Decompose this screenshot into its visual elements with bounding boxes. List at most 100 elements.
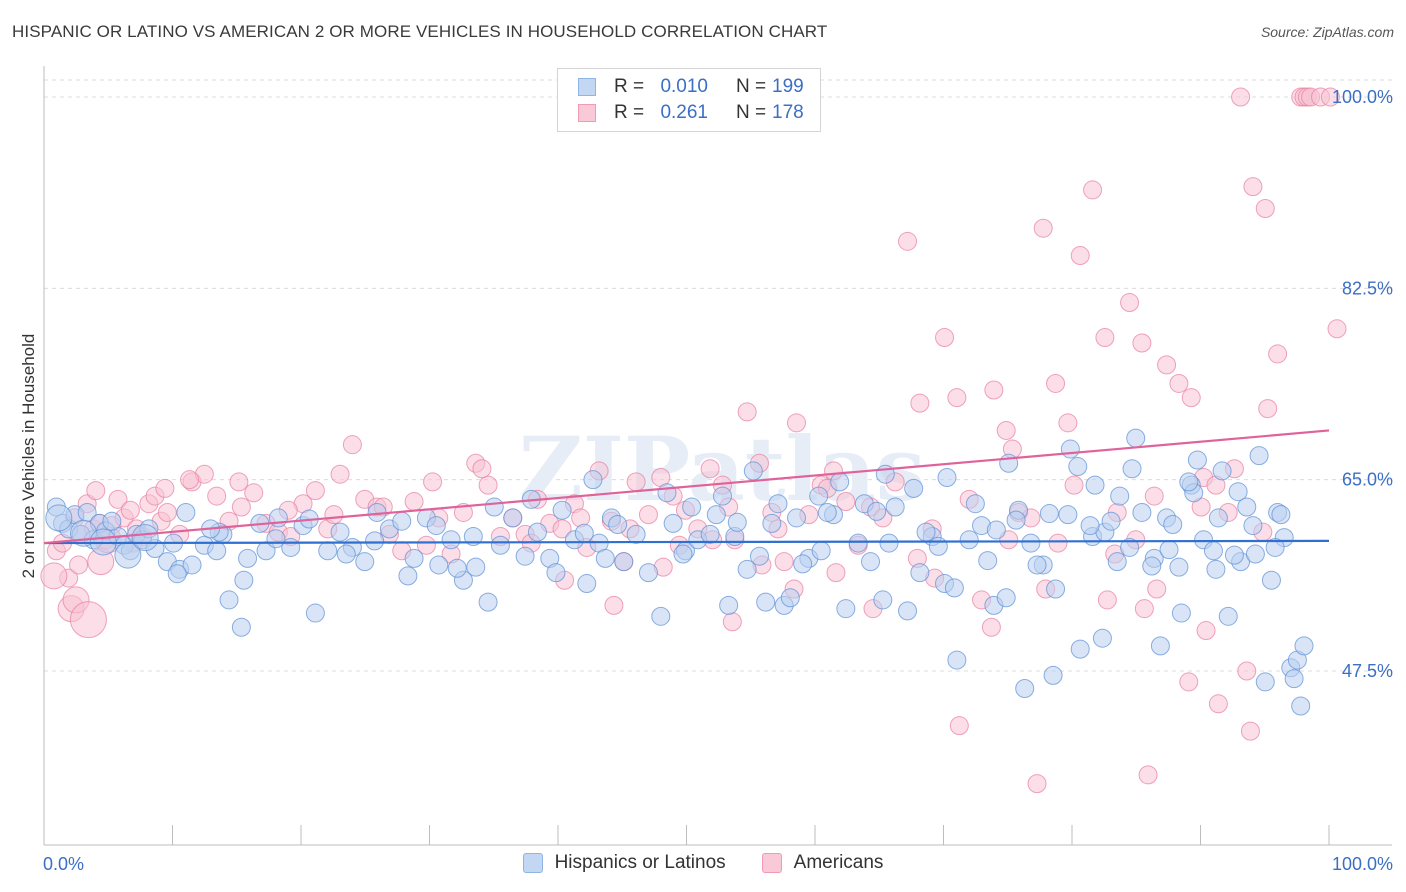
point-hispanic bbox=[700, 524, 720, 544]
point-hispanic bbox=[663, 513, 683, 533]
point-hispanic bbox=[1187, 450, 1207, 470]
point-hispanic bbox=[1159, 540, 1179, 560]
legend-r-value: 0.010 bbox=[660, 76, 708, 97]
source-label: Source: ZipAtlas.com bbox=[1260, 24, 1394, 40]
point-american bbox=[1179, 672, 1199, 692]
legend-row-hispanics: R = 0.010 N = 199 bbox=[578, 74, 804, 100]
point-american bbox=[626, 472, 646, 492]
point-hispanic bbox=[780, 588, 800, 608]
point-american bbox=[69, 555, 89, 575]
point-hispanic bbox=[682, 497, 702, 517]
point-hispanic bbox=[1261, 570, 1281, 590]
point-american bbox=[935, 328, 955, 348]
legend: R = 0.010 N = 199 R = 0.261 N = 178 bbox=[557, 68, 821, 132]
point-american bbox=[1327, 319, 1347, 339]
point-hispanic bbox=[657, 483, 677, 503]
point-hispanic bbox=[959, 530, 979, 550]
point-hispanic bbox=[219, 590, 239, 610]
y-axis-label: 2 or more Vehicles in Household bbox=[19, 334, 38, 579]
point-american bbox=[898, 231, 918, 251]
legend-swatch-hispanics bbox=[578, 78, 596, 96]
point-hispanic bbox=[574, 523, 594, 543]
point-hispanic bbox=[978, 551, 998, 571]
point-hispanic bbox=[626, 524, 646, 544]
point-hispanic bbox=[1255, 672, 1275, 692]
point-american bbox=[1033, 218, 1053, 238]
point-american bbox=[1147, 579, 1167, 599]
point-hispanic bbox=[1046, 579, 1066, 599]
point-american bbox=[1231, 87, 1251, 107]
point-hispanic bbox=[1058, 505, 1078, 525]
point-american bbox=[157, 502, 177, 522]
y-tick-label: 82.5% bbox=[1342, 278, 1393, 298]
bottom-legend-label-hispanics: Hispanics or Latinos bbox=[554, 852, 726, 873]
point-hispanic bbox=[1120, 537, 1140, 557]
point-american bbox=[180, 470, 200, 490]
point-hispanic bbox=[916, 522, 936, 542]
point-hispanic bbox=[910, 563, 930, 583]
point-hispanic bbox=[441, 530, 461, 550]
bottom-legend-item-americans[interactable]: Americans bbox=[761, 852, 883, 874]
point-american bbox=[700, 459, 720, 479]
point-hispanic bbox=[638, 563, 658, 583]
point-american bbox=[1138, 765, 1158, 785]
point-american bbox=[996, 420, 1016, 440]
point-american bbox=[836, 492, 856, 512]
point-american bbox=[120, 500, 140, 520]
point-hispanic bbox=[355, 552, 375, 572]
point-american bbox=[1120, 293, 1140, 313]
trend-line-americans bbox=[43, 429, 1330, 545]
point-hispanic bbox=[873, 590, 893, 610]
point-american bbox=[1208, 694, 1228, 714]
point-hispanic bbox=[404, 548, 424, 568]
point-american bbox=[1046, 373, 1066, 393]
point-american bbox=[1320, 87, 1340, 107]
point-american bbox=[1181, 388, 1201, 408]
point-hispanic bbox=[1169, 557, 1189, 577]
bottom-legend: Hispanics or Latinos Americans bbox=[0, 852, 1406, 874]
point-hispanic bbox=[1271, 505, 1291, 525]
y-tick-label: 100.0% bbox=[1332, 87, 1393, 107]
y-tick-label: 65.0% bbox=[1342, 470, 1393, 490]
point-hispanic bbox=[478, 592, 498, 612]
point-hispanic bbox=[885, 497, 905, 517]
legend-r-label: R = bbox=[614, 102, 645, 123]
point-hispanic bbox=[527, 522, 547, 542]
point-hispanic bbox=[1060, 439, 1080, 459]
point-hispanic-large bbox=[45, 504, 73, 532]
point-hispanic bbox=[756, 592, 776, 612]
point-american bbox=[453, 502, 473, 522]
point-hispanic bbox=[879, 533, 899, 553]
legend-r-value: 0.261 bbox=[660, 102, 708, 123]
point-hispanic bbox=[1284, 669, 1304, 689]
x-tick-label-max: 100.0% bbox=[1332, 854, 1393, 874]
point-hispanic bbox=[429, 555, 449, 575]
bottom-legend-swatch-americans bbox=[761, 853, 782, 873]
point-hispanic bbox=[167, 564, 187, 584]
point-american bbox=[981, 617, 1001, 637]
point-american bbox=[638, 505, 658, 525]
point-hispanic bbox=[1092, 628, 1112, 648]
point-american bbox=[155, 478, 175, 498]
point-hispanic bbox=[786, 508, 806, 528]
point-hispanic bbox=[1015, 678, 1035, 698]
y-tick-label: 47.5% bbox=[1342, 661, 1393, 681]
point-american bbox=[244, 483, 264, 503]
point-hispanic bbox=[1179, 472, 1199, 492]
bottom-legend-item-hispanics[interactable]: Hispanics or Latinos bbox=[522, 852, 726, 874]
bottom-legend-swatch-hispanics bbox=[522, 853, 543, 873]
point-american bbox=[207, 486, 227, 506]
point-hispanic bbox=[546, 563, 566, 583]
point-american bbox=[1268, 344, 1288, 364]
point-hispanic bbox=[426, 516, 446, 536]
point-american bbox=[1064, 475, 1084, 495]
point-hispanic bbox=[484, 497, 504, 517]
point-american bbox=[1196, 621, 1216, 641]
point-american bbox=[324, 505, 344, 525]
point-hispanic bbox=[515, 546, 535, 566]
point-hispanic bbox=[898, 601, 918, 621]
point-american bbox=[910, 393, 930, 413]
point-hispanic bbox=[768, 494, 788, 514]
point-american bbox=[404, 492, 424, 512]
